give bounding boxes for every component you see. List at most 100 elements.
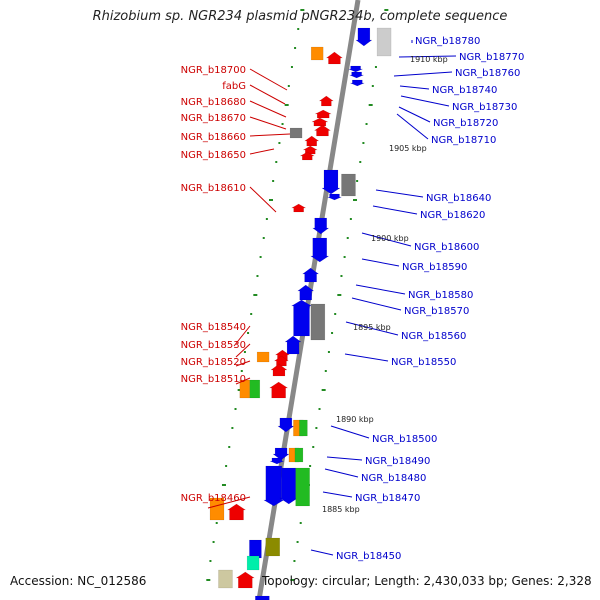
gene-feature	[265, 537, 280, 557]
tick-mark	[269, 199, 273, 201]
gene-feature	[249, 379, 261, 399]
leader-line	[324, 468, 359, 478]
leader-line	[249, 133, 291, 137]
leader-line	[398, 106, 431, 123]
tick-mark	[343, 256, 346, 258]
gene-feature	[209, 497, 225, 521]
topology-text: Topology: circular; Length: 2,430,033 bp…	[262, 574, 592, 588]
scale-label: 1905 kbp	[389, 144, 427, 153]
tick-mark	[346, 237, 349, 239]
tick-mark	[353, 199, 357, 201]
tick-mark	[290, 66, 293, 68]
gene-feature	[235, 571, 256, 589]
leader-line	[345, 321, 399, 336]
gene-feature	[290, 203, 307, 213]
tick-mark	[247, 332, 250, 334]
gene-feature	[325, 51, 344, 65]
leader-line	[351, 297, 402, 311]
leader-line	[396, 113, 429, 140]
leader-line	[233, 325, 251, 347]
gene-feature	[268, 381, 289, 399]
tick-mark	[349, 218, 352, 220]
gene-feature	[302, 145, 319, 155]
gene-feature	[255, 595, 270, 600]
tick-mark	[237, 389, 242, 391]
tick-mark	[331, 332, 334, 334]
scale-labels: 1910 kbp 1905 kbp 1900 kbp 1895 kbp 1890 kbp…	[322, 55, 448, 514]
tick-mark	[371, 85, 374, 87]
leader-line	[249, 68, 288, 91]
gene-label-left: NGR_b18540	[181, 322, 246, 333]
gene-label-left: NGR_b18530	[181, 340, 246, 351]
gene-label-right: NGR_b18500	[372, 434, 437, 445]
gene-feature	[311, 117, 328, 127]
gene-feature	[296, 284, 315, 301]
gene-labels: NGR_b18700 fabG NGR_b18680 NGR_b18670 NGR_b1…	[181, 36, 525, 562]
gene-feature	[315, 109, 332, 119]
leader-line	[355, 284, 406, 295]
scale-label: 1885 kbp	[322, 505, 360, 514]
tick-mark	[297, 28, 300, 30]
gene-label-left: NGR_b18510	[181, 374, 246, 385]
gene-feature	[218, 569, 233, 589]
tick-mark	[300, 9, 305, 11]
gene-label-right: NGR_b18710	[431, 135, 496, 146]
leader-line	[235, 343, 251, 358]
leader-line	[326, 456, 363, 461]
gene-label-left: NGR_b18460	[181, 493, 246, 504]
gene-feature	[256, 351, 270, 363]
tick-mark	[312, 446, 315, 448]
gene-feature	[226, 503, 247, 521]
tick-mark	[309, 465, 312, 467]
tick-mark	[374, 66, 377, 68]
tick-mark	[362, 142, 365, 144]
leader-line	[207, 496, 251, 509]
gene-feature	[277, 417, 295, 433]
tick-mark	[275, 161, 278, 163]
gene-feature	[249, 539, 262, 559]
leader-line	[398, 55, 457, 58]
tick-mark	[231, 427, 234, 429]
tick-mark	[384, 9, 389, 11]
tick-mark	[278, 142, 281, 144]
gene-label-right: NGR_b18550	[391, 357, 456, 368]
leader-line	[322, 491, 353, 498]
leader-line	[235, 360, 251, 367]
tick-mark	[250, 313, 253, 315]
gene-feature	[278, 467, 299, 505]
gene-label-right: NGR_b18720	[433, 118, 498, 129]
gene-label-right: NGR_b18600	[414, 242, 479, 253]
tick-track-left	[206, 9, 305, 581]
leader-line	[393, 71, 453, 77]
leader-line	[235, 377, 251, 385]
tick-mark	[321, 389, 326, 391]
tick-mark	[259, 256, 262, 258]
scale-label: 1890 kbp	[336, 415, 374, 424]
tick-mark	[315, 427, 318, 429]
gene-label-right: NGR_b18780	[415, 36, 480, 47]
gene-label-right: NGR_b18480	[361, 473, 426, 484]
leader-line	[399, 85, 430, 90]
gene-feature	[272, 447, 290, 461]
tick-mark	[262, 237, 265, 239]
gene-feature	[309, 237, 330, 263]
tick-mark	[265, 218, 268, 220]
gene-feature	[349, 71, 364, 79]
gene-label-right: NGR_b18740	[432, 85, 497, 96]
gene-label-right: NGR_b18570	[404, 306, 469, 317]
scale-label: 1895 kbp	[353, 323, 391, 332]
tick-mark	[334, 313, 337, 315]
gene-label-right: NGR_b18490	[365, 456, 430, 467]
gene-feature	[301, 267, 320, 283]
gene-feature	[269, 457, 285, 465]
tick-mark	[234, 408, 237, 410]
gene-feature	[321, 169, 341, 195]
tick-mark	[318, 408, 321, 410]
tick-mark	[228, 446, 231, 448]
leader-line	[361, 258, 400, 267]
leader-line	[249, 116, 287, 130]
gene-feature	[290, 299, 313, 337]
gene-feature	[311, 217, 330, 235]
gene-label-left: fabG	[222, 81, 246, 92]
gene-feature	[313, 124, 332, 137]
